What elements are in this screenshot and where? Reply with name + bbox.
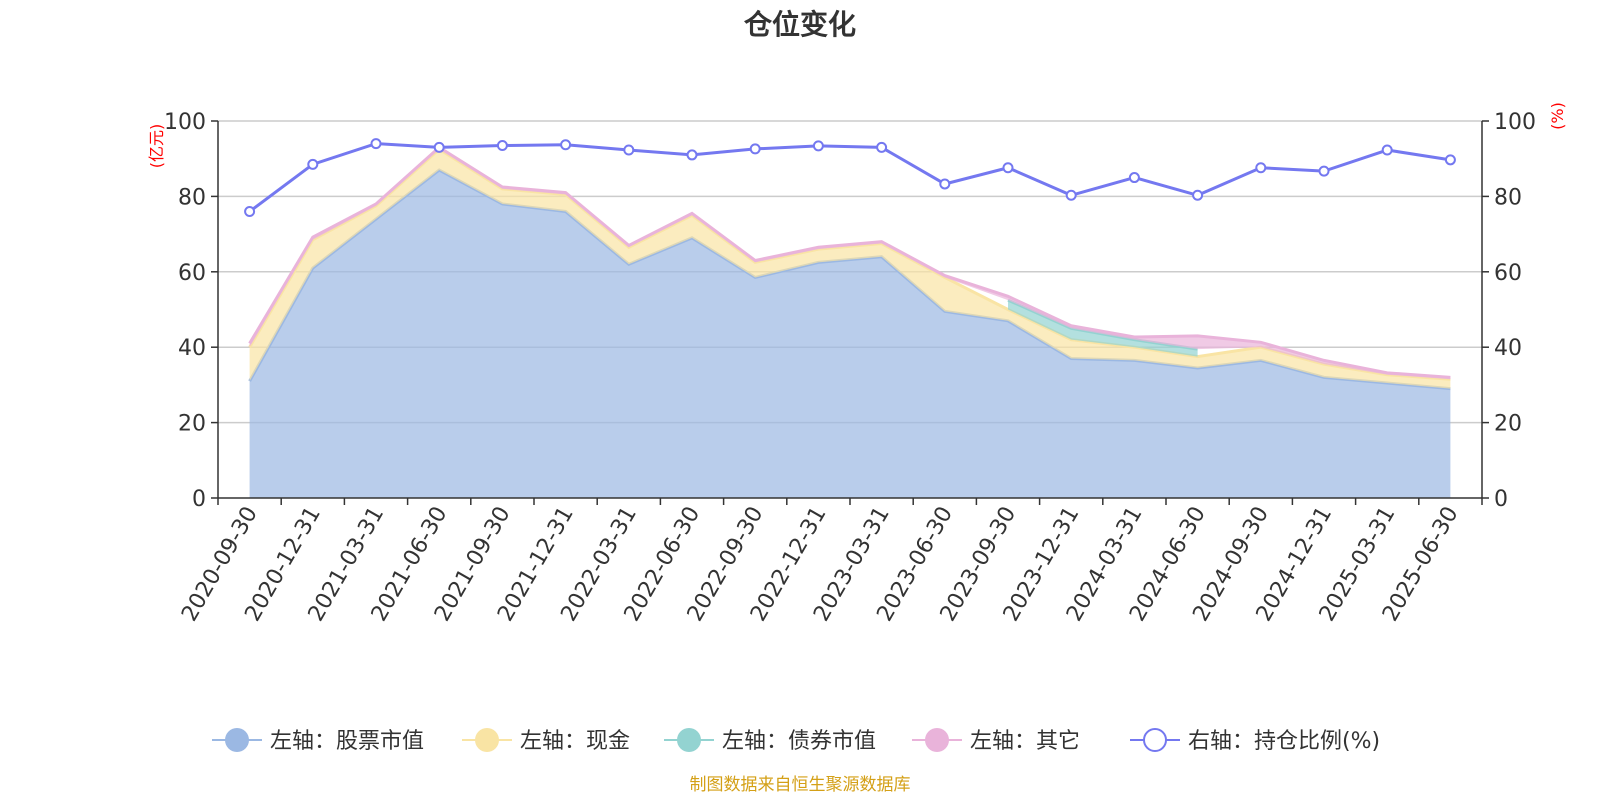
area-fill <box>249 149 1451 389</box>
area-line <box>248 145 1451 379</box>
legend-marker <box>225 728 249 752</box>
legend-label: 左轴：现金 <box>520 729 630 754</box>
ratio-point <box>560 139 572 151</box>
ratio-point <box>1444 154 1456 166</box>
right-axis-unit: (%) <box>1548 102 1567 130</box>
ratio-point <box>876 141 888 153</box>
right-tick-label: 100 <box>1494 110 1536 135</box>
ratio-point <box>1065 189 1077 201</box>
right-tick-label: 40 <box>1494 336 1522 361</box>
right-tick-label: 80 <box>1494 185 1522 210</box>
ratio-point <box>307 158 319 170</box>
ratio-point <box>1002 162 1014 174</box>
stacked-areas <box>248 145 1451 498</box>
legend-marker <box>475 728 499 752</box>
right-tick-label: 60 <box>1494 261 1522 286</box>
ratio-point <box>370 138 382 150</box>
left-tick-label: 20 <box>178 412 206 437</box>
ratio-point <box>686 149 698 161</box>
ratio-point <box>433 141 445 153</box>
holding-ratio-line <box>244 138 1456 217</box>
chart-title: 仓位变化 <box>744 8 856 41</box>
ratio-point <box>939 178 951 190</box>
ratio-point <box>244 205 256 217</box>
left-tick-label: 80 <box>178 185 206 210</box>
legend-marker <box>925 728 949 752</box>
right-tick-label: 0 <box>1494 487 1508 512</box>
left-tick-label: 0 <box>192 487 206 512</box>
right-tick-label: 20 <box>1494 412 1522 437</box>
area-fill <box>249 170 1451 498</box>
legend-marker <box>677 728 701 752</box>
ratio-point <box>812 140 824 152</box>
legend-label: 左轴：股票市值 <box>270 729 424 754</box>
legend-label: 左轴：债券市值 <box>722 729 876 754</box>
ratio-line-path <box>248 142 1451 213</box>
left-tick-label: 100 <box>164 110 206 135</box>
ratio-point <box>496 140 508 152</box>
ratio-point <box>749 143 761 155</box>
left-axis-unit: (亿元) <box>147 124 166 169</box>
ratio-point <box>1192 189 1204 201</box>
ratio-point <box>1255 162 1267 174</box>
ratio-point <box>1128 172 1140 184</box>
legend: 左轴：股票市值 左轴：现金 左轴：债券市值 左轴：其它 右轴：持仓比例(%) <box>212 728 1380 754</box>
ratio-point <box>623 144 635 156</box>
legend-label: 右轴：持仓比例(%) <box>1188 729 1380 754</box>
ratio-point <box>1318 165 1330 177</box>
legend-marker <box>1143 728 1167 752</box>
ratio-point <box>1381 144 1393 156</box>
left-tick-label: 60 <box>178 261 206 286</box>
left-tick-label: 40 <box>178 336 206 361</box>
legend-label: 左轴：其它 <box>970 729 1080 754</box>
data-source-note: 制图数据来自恒生聚源数据库 <box>690 775 911 795</box>
